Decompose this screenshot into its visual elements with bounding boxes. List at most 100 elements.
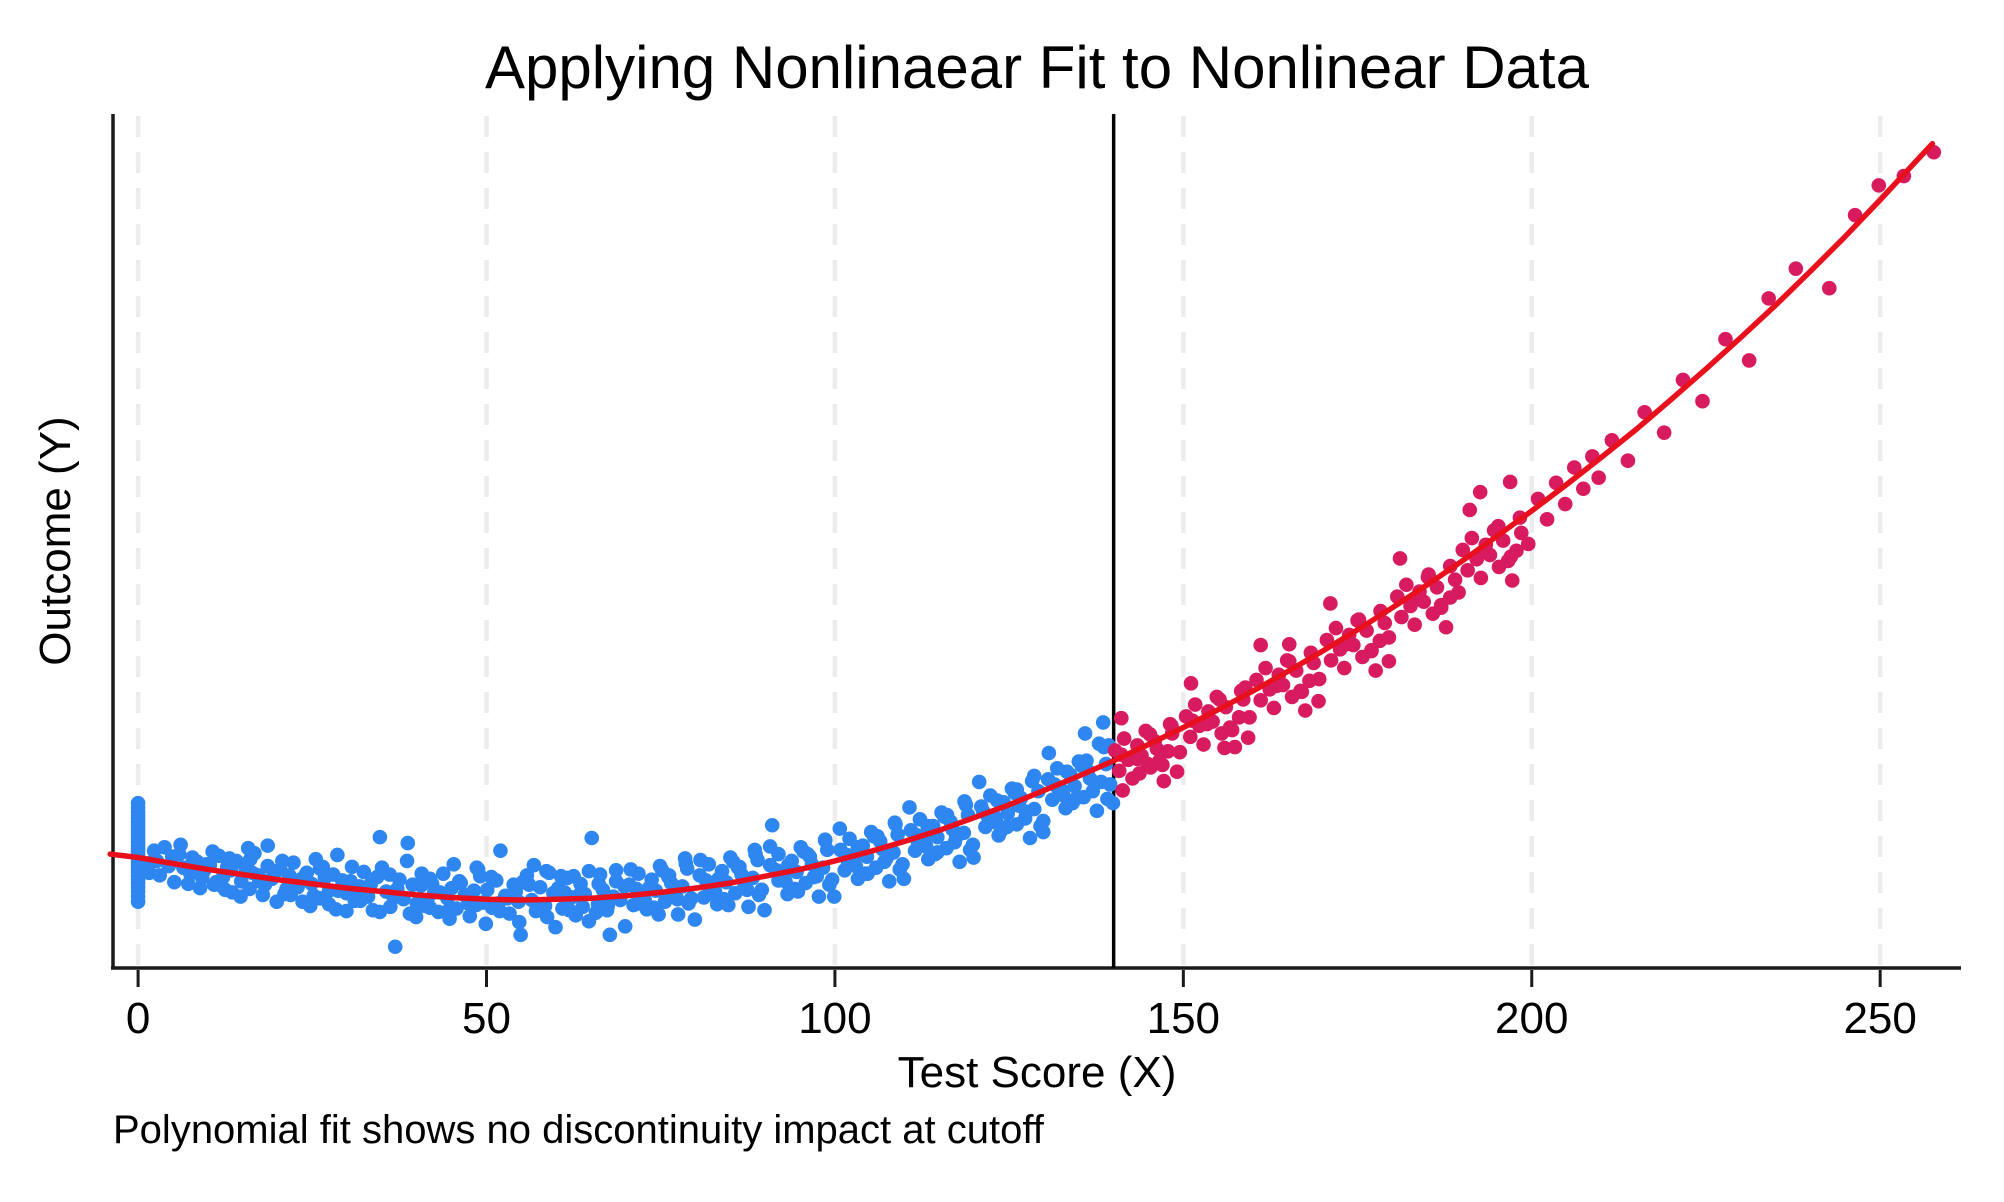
data-point-below_cutoff [602,927,618,943]
data-point-above_cutoff [1266,700,1282,716]
data-point-below_cutoff [670,891,685,907]
data-point-below_cutoff [687,912,703,927]
data-point-below_cutoff [591,876,606,892]
data-point-below_cutoff [670,907,686,922]
data-point-above_cutoff [1433,597,1449,613]
data-point-below_cutoff [548,919,563,935]
data-point-below_cutoff [1045,792,1060,808]
gridlines [135,116,1883,967]
data-point-above_cutoff [1399,577,1414,593]
data-point-above_cutoff [1539,512,1555,527]
data-point-above_cutoff [1294,684,1310,700]
data-point-below_cutoff [1009,782,1025,797]
data-point-below_cutoff [1105,795,1121,811]
data-point-below_cutoff [344,859,360,875]
data-point-below_cutoff [790,884,806,899]
data-point-below_cutoff [566,868,581,884]
data-point-above_cutoff [1253,693,1268,708]
data-point-above_cutoff [1718,331,1733,347]
data-point-above_cutoff [1311,693,1326,709]
data-point-above_cutoff [1472,484,1488,500]
chart-caption: Polynomial fit shows no discontinuity im… [113,1108,1045,1152]
data-point-above_cutoff [1377,615,1393,631]
data-point-below_cutoff [681,896,696,911]
data-point-above_cutoff [1114,710,1129,726]
data-point-below_cutoff [399,853,415,869]
data-point-above_cutoff [1381,630,1397,645]
data-point-above_cutoff [1242,710,1257,725]
data-point-above_cutoff [1111,763,1127,779]
x-axis-label: Test Score (X) [898,1048,1177,1097]
data-point-below_cutoff [205,844,220,859]
data-point-below_cutoff [446,857,462,872]
data-point-above_cutoff [1160,744,1176,759]
data-point-below_cutoff [183,866,198,881]
data-point-below_cutoff [832,821,848,836]
data-point-above_cutoff [1502,474,1518,490]
data-point-above_cutoff [1142,727,1158,742]
data-point-above_cutoff [1513,525,1529,541]
data-point-below_cutoff [661,869,676,885]
data-point-above_cutoff [1407,617,1422,633]
data-point-below_cutoff [1035,824,1051,840]
data-point-below_cutoff [879,851,894,866]
data-point-below_cutoff [353,893,368,909]
data-point-above_cutoff [1227,739,1243,755]
data-point-above_cutoff [1172,744,1188,760]
data-point-below_cutoff [275,853,290,869]
data-point-below_cutoff [1079,753,1094,768]
data-point-below_cutoff [631,896,647,911]
data-point-above_cutoff [1196,737,1211,752]
data-point-above_cutoff [1253,637,1268,653]
data-point-above_cutoff [1557,496,1573,512]
data-point-below_cutoff [408,909,424,925]
data-point-above_cutoff [1169,764,1185,780]
data-point-above_cutoff [1297,703,1313,718]
data-point-below_cutoff [400,835,416,851]
data-point-below_cutoff [1022,830,1038,846]
data-point-below_cutoff [213,878,229,893]
data-point-below_cutoff [939,807,955,823]
data-point-above_cutoff [1761,291,1776,306]
data-point-above_cutoff [1130,751,1145,767]
data-point-below_cutoff [811,889,827,904]
data-point-below_cutoff [870,828,885,844]
data-point-below_cutoff [372,904,388,920]
data-point-above_cutoff [1132,766,1147,781]
data-point-below_cutoff [240,840,256,856]
data-point-above_cutoff [1281,636,1297,652]
data-point-below_cutoff [693,852,708,868]
data-point-above_cutoff [1695,393,1710,409]
polynomial-fit-line [107,140,1936,903]
y-axis-label: Outcome (Y) [31,416,80,665]
data-point-above_cutoff [1503,549,1519,565]
data-point-below_cutoff [192,880,208,896]
data-point-below_cutoff [1077,726,1093,741]
data-point-below_cutoff [469,860,485,876]
data-point-above_cutoff [1231,710,1247,725]
data-point-above_cutoff [1328,620,1344,636]
data-point-below_cutoff [826,889,842,904]
data-point-below_cutoff [739,882,755,898]
data-point-below_cutoff [896,871,912,887]
data-point-above_cutoff [1788,261,1804,276]
data-point-above_cutoff [1199,716,1215,732]
data-point-above_cutoff [1455,542,1471,558]
x-tick-label-50: 50 [462,994,511,1043]
data-point-below_cutoff [452,874,467,889]
data-point-below_cutoff [173,837,188,853]
chart-title: Applying Nonlinaear Fit to Nonlinear Dat… [485,34,1590,101]
data-point-above_cutoff [1392,551,1408,566]
data-point-below_cutoff [1018,804,1034,819]
data-point-below_cutoff [442,911,457,927]
data-point-below_cutoff [1059,764,1075,780]
data-point-below_cutoff [999,819,1015,835]
data-point-below_cutoff [484,869,499,885]
data-point-below_cutoff [678,856,694,871]
data-point-below_cutoff [553,868,569,884]
data-point-below_cutoff [539,909,555,925]
data-point-above_cutoff [1821,280,1837,296]
data-point-below_cutoff [581,913,597,929]
data-point-below_cutoff [530,899,546,915]
